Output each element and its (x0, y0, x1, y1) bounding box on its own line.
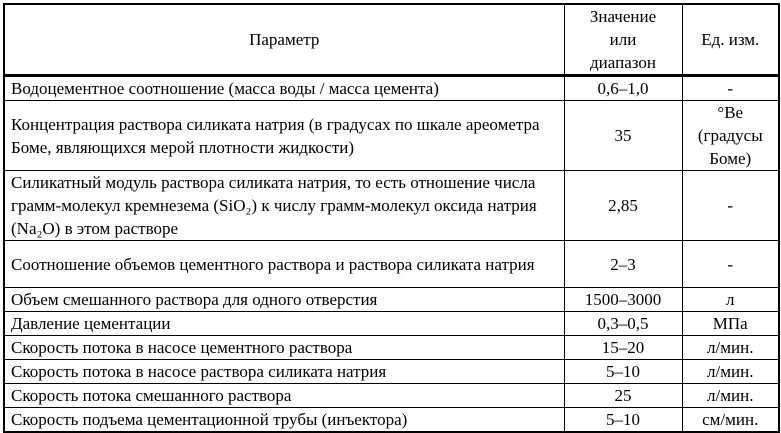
value-cell: 35 (563, 100, 683, 171)
table-row: Соотношение объемов цементного раствора … (3, 240, 780, 288)
param-cell: Скорость потока в насосе раствора силика… (3, 359, 565, 384)
value-cell: 1500–3000 (563, 287, 683, 312)
value-cell: 5–10 (563, 359, 683, 384)
param-cell: Концентрация раствора силиката натрия (в… (3, 100, 565, 171)
table-row: Водоцементное соотношение (масса воды / … (3, 75, 780, 101)
unit-cell: °Ве (градусы Боме) (681, 100, 780, 171)
table-row: Объем смешанного раствора для одного отв… (3, 287, 780, 312)
param-cell: Объем смешанного раствора для одного отв… (3, 287, 565, 312)
param-cell: Водоцементное соотношение (масса воды / … (3, 75, 565, 101)
parameters-table: Параметр Значение или диапазон Ед. изм. … (3, 3, 780, 433)
param-cell: Скорость потока в насосе цементного раст… (3, 335, 565, 360)
column-header-value-or-range: Значение или диапазон (563, 3, 683, 77)
column-header-units: Ед. изм. (681, 3, 780, 77)
table-row: Давление цементации 0,3–0,5 МПа (3, 311, 780, 336)
unit-cell: л/мин. (681, 335, 780, 360)
unit-cell: см/мин. (681, 407, 780, 433)
value-cell: 5–10 (563, 407, 683, 433)
unit-cell: - (681, 240, 780, 288)
value-cell: 15–20 (563, 335, 683, 360)
table-header-row: Параметр Значение или диапазон Ед. изм. (3, 3, 780, 77)
unit-cell: - (681, 170, 780, 241)
value-cell: 25 (563, 383, 683, 408)
unit-cell: л/мин. (681, 383, 780, 408)
value-cell: 0,3–0,5 (563, 311, 683, 336)
table-row: Скорость потока в насосе раствора силика… (3, 359, 780, 384)
param-cell: Давление цементации (3, 311, 565, 336)
value-cell: 2,85 (563, 170, 683, 241)
table-row: Скорость потока в насосе цементного раст… (3, 335, 780, 360)
value-cell: 0,6–1,0 (563, 75, 683, 101)
table-row: Скорость потока смешанного раствора 25 л… (3, 383, 780, 408)
table-row: Силикатный модуль раствора силиката натр… (3, 170, 780, 241)
value-cell: 2–3 (563, 240, 683, 288)
param-cell: Соотношение объемов цементного раствора … (3, 240, 565, 288)
table-row: Концентрация раствора силиката натрия (в… (3, 100, 780, 171)
unit-cell: МПа (681, 311, 780, 336)
table-row: Скорость подъема цементационной трубы (и… (3, 407, 780, 433)
param-cell: Скорость подъема цементационной трубы (и… (3, 407, 565, 433)
param-cell: Силикатный модуль раствора силиката натр… (3, 170, 565, 241)
unit-cell: л (681, 287, 780, 312)
unit-cell: л/мин. (681, 359, 780, 384)
column-header-parameter: Параметр (3, 3, 565, 77)
unit-cell: - (681, 75, 780, 101)
table-body: Водоцементное соотношение (масса воды / … (3, 75, 780, 433)
param-cell: Скорость потока смешанного раствора (3, 383, 565, 408)
